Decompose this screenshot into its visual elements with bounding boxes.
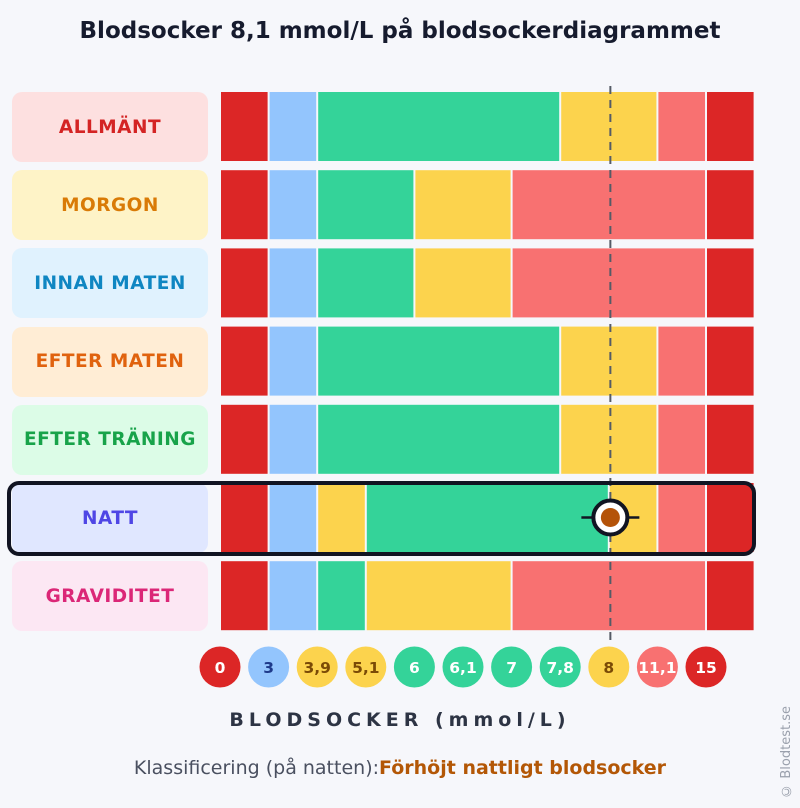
tick-badge-6	[393, 646, 435, 688]
segment-innan-maten-3	[269, 248, 317, 318]
segment-allmänt-3	[269, 92, 317, 161]
tick-badge-15	[685, 646, 727, 688]
tick-label-5,1: 5,1	[352, 659, 379, 677]
segment-allmänt-0	[221, 92, 268, 161]
tick-label-11,1: 11,1	[638, 659, 676, 677]
segment-allmänt-3,9	[318, 92, 560, 161]
row-label-morgon: MORGON	[12, 170, 208, 241]
segment-allmänt-11,1	[658, 92, 705, 161]
segment-efter-träning-3	[269, 404, 317, 474]
tick-label-7: 7	[506, 659, 517, 677]
tick-label-6,1: 6,1	[449, 659, 476, 677]
segment-graviditet-0	[221, 561, 268, 631]
highlighted-row-frame	[7, 481, 756, 556]
value-marker	[581, 498, 640, 537]
segment-graviditet-5,1	[366, 561, 511, 631]
tick-badge-6,1	[442, 646, 484, 688]
tick-badge-8	[588, 646, 630, 688]
row-label-efter-maten: EFTER MATEN	[12, 326, 208, 397]
segment-efter-träning-0	[221, 404, 268, 474]
segment-natt-11,1	[658, 483, 705, 552]
segment-graviditet-3,9	[318, 561, 365, 631]
segment-natt-3	[269, 483, 317, 552]
segment-innan-maten-15	[707, 248, 754, 318]
tick-badge-7	[491, 646, 533, 688]
row-label-natt: NATT	[12, 483, 208, 553]
segment-efter-maten-3,9	[318, 326, 560, 396]
segment-efter-maten-11,1	[658, 326, 705, 396]
segment-morgon-0	[221, 170, 268, 240]
tick-label-6: 6	[409, 659, 420, 677]
segment-efter-träning-7,8	[561, 404, 657, 474]
tick-label-15: 15	[695, 659, 717, 677]
segment-natt-5,1	[366, 483, 608, 552]
segment-morgon-7	[512, 170, 705, 240]
classification-value: Förhöjt nattligt blodsocker	[379, 757, 667, 779]
tick-label-7,8: 7,8	[546, 659, 573, 677]
segment-morgon-15	[707, 170, 754, 240]
segment-efter-träning-15	[707, 404, 754, 474]
row-label-innan-maten: INNAN MATEN	[12, 248, 208, 319]
segment-morgon-3	[269, 170, 317, 240]
tick-label-3: 3	[263, 659, 274, 677]
tick-badge-11,1	[636, 646, 678, 688]
segment-allmänt-15	[707, 92, 754, 161]
segment-graviditet-7	[512, 561, 705, 631]
segment-allmänt-7,8	[561, 92, 657, 161]
classification: Klassificering (på natten):Förhöjt nattl…	[0, 757, 800, 779]
segment-innan-maten-3,9	[318, 248, 414, 318]
tick-label-8: 8	[603, 659, 614, 677]
row-label-allmänt: ALLMÄNT	[12, 92, 208, 162]
chart-title: Blodsocker 8,1 mmol/L på blodsockerdiagr…	[79, 18, 721, 44]
segment-efter-träning-11,1	[658, 404, 705, 474]
segment-graviditet-15	[707, 561, 754, 631]
segment-innan-maten-6	[415, 248, 511, 318]
segment-efter-maten-15	[707, 326, 754, 396]
row-label-efter-träning: EFTER TRÄNING	[12, 404, 208, 475]
segment-innan-maten-7	[512, 248, 705, 318]
classification-label: Klassificering (på natten):	[133, 757, 380, 779]
segment-natt-15	[707, 483, 754, 552]
segment-natt-0	[221, 483, 268, 552]
segment-efter-maten-7,8	[561, 326, 657, 396]
segment-morgon-6	[415, 170, 511, 240]
segment-efter-träning-3,9	[318, 404, 560, 474]
segment-efter-maten-0	[221, 326, 268, 396]
tick-badge-5,1	[345, 646, 387, 688]
segment-efter-maten-3	[269, 326, 317, 396]
tick-label-3,9: 3,9	[303, 659, 330, 677]
tick-badge-3	[248, 646, 290, 688]
tick-badge-0	[199, 646, 241, 688]
segment-morgon-3,9	[318, 170, 414, 240]
segment-innan-maten-0	[221, 248, 268, 318]
segment-natt-3,9	[318, 483, 365, 552]
watermark: © Blodtest.se	[779, 706, 794, 798]
tick-label-0: 0	[215, 659, 226, 677]
tick-badge-7,8	[539, 646, 581, 688]
tick-badge-3,9	[296, 646, 338, 688]
segment-graviditet-3	[269, 561, 317, 631]
x-axis-label: BLODSOCKER (mmol/L)	[229, 709, 571, 731]
row-label-graviditet: GRAVIDITET	[12, 561, 208, 632]
